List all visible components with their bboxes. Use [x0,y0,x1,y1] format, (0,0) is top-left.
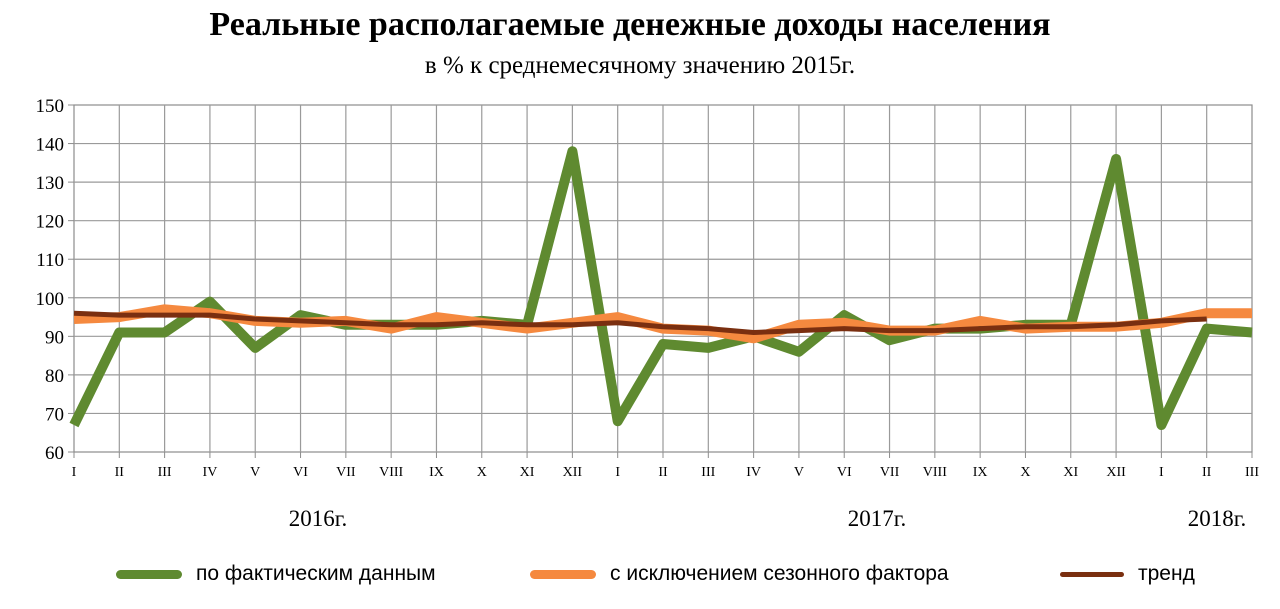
legend-item-trend: тренд [1060,562,1195,586]
x-tick-label: X [477,465,487,480]
legend-swatch-actual [116,569,182,579]
y-tick-label: 80 [45,366,64,387]
legend-item-seasonal: с исключением сезонного фактора [530,562,949,586]
year-label: 2017г. [848,506,907,531]
chart-title: Реальные располагаемые денежные доходы н… [209,6,1051,43]
x-tick-label: VII [880,465,900,480]
x-tick-label: IX [429,465,444,480]
x-tick-label: V [250,465,260,480]
y-tick-label: 140 [36,135,65,156]
x-tick-label: X [1020,465,1030,480]
x-tick-label: VIII [923,465,947,480]
legend-item-actual: по фактическим данным [116,562,436,586]
chart-subtitle: в % к среднемесячному значению 2015г. [424,52,856,79]
x-tick-label: XI [520,465,535,480]
year-label: 2016г. [289,506,348,531]
x-tick-label: III [701,465,715,480]
year-label: 2018г. [1188,506,1247,531]
series-line-trend [73,310,1207,335]
x-tick-label: VI [837,465,852,480]
x-tick-label: II [1202,465,1212,480]
x-tick-label: XII [1106,465,1126,480]
x-tick-label: I [615,465,620,480]
y-tick-label: 110 [36,250,64,271]
chart-legend: по фактическим данным с исключением сезо… [0,562,1280,598]
x-tick-label: VI [293,465,308,480]
x-tick-label: IV [746,465,761,480]
x-tick-label: II [115,465,125,480]
x-tick-label: XII [563,465,583,480]
x-tick-label: V [794,465,804,480]
x-tick-label: III [158,465,172,480]
x-tick-label: IX [973,465,988,480]
y-tick-label: 130 [36,173,65,194]
x-tick-label: III [1245,465,1259,480]
legend-swatch-seasonal [530,569,596,579]
x-tick-label: VII [336,465,356,480]
y-tick-label: 60 [45,443,64,464]
y-tick-label: 100 [36,289,65,310]
legend-label-actual: по фактическим данным [196,562,436,585]
y-tick-label: 120 [36,212,65,233]
x-tick-label: I [1159,465,1164,480]
y-tick-label: 90 [45,327,64,348]
x-tick-label: I [72,465,77,480]
x-tick-label: II [658,465,668,480]
legend-swatch-trend [1060,571,1124,577]
y-tick-label: 70 [45,404,64,425]
legend-label-seasonal: с исключением сезонного фактора [610,562,949,585]
x-tick-label: XI [1063,465,1078,480]
x-tick-label: IV [203,465,218,480]
legend-label-trend: тренд [1138,562,1195,585]
x-tick-label: VIII [379,465,403,480]
y-tick-label: 150 [36,96,65,117]
